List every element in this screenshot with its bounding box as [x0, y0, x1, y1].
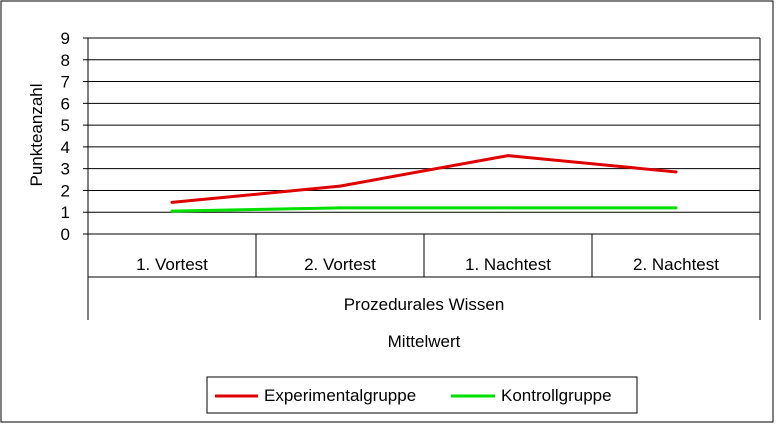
- data-point-experimentalgruppe-2: [338, 184, 342, 188]
- y-tick-label-8: 8: [61, 51, 70, 70]
- category-group-label: Prozedurales Wissen: [344, 295, 505, 314]
- legend: Experimentalgruppe Kontrollgruppe: [206, 376, 638, 414]
- legend-label-kontrollgruppe: Kontrollgruppe: [501, 386, 612, 405]
- y-tick-label-0: 0: [61, 225, 70, 244]
- y-tick-label-2: 2: [61, 181, 70, 200]
- data-point-experimentalgruppe-4: [674, 170, 678, 174]
- y-tick-label-1: 1: [61, 203, 70, 222]
- y-tick-label-9: 9: [61, 29, 70, 48]
- series-line-experimentalgruppe: [171, 154, 677, 204]
- x-tick-label: 1. Vortest: [136, 255, 208, 274]
- y-tick-label-4: 4: [61, 138, 70, 157]
- data-point-kontrollgruppe-4: [674, 206, 678, 210]
- legend-box: [206, 376, 638, 414]
- y-tick-labels: 0 1 2 3 4 5 6 7 8 9: [61, 29, 70, 244]
- series-lines: [170, 154, 678, 213]
- y-tick-label-5: 5: [61, 116, 70, 135]
- data-point-kontrollgruppe-3: [506, 206, 510, 210]
- data-point-experimentalgruppe-3: [506, 154, 510, 158]
- x-tick-labels: 1. Vortest 2. Vortest 1. Nachtest 2. Nachte…: [136, 255, 719, 274]
- x-tick-label: 1. Nachtest: [465, 255, 551, 274]
- y-tick-label-7: 7: [61, 73, 70, 92]
- x-tick-label: 2. Nachtest: [633, 255, 719, 274]
- y-axis-label: Punkteanzahl: [27, 83, 46, 186]
- y-tick-label-3: 3: [61, 160, 70, 179]
- data-point-experimentalgruppe-1: [170, 200, 174, 204]
- series-line-kontrollgruppe: [171, 206, 676, 213]
- category-axis-table: [87, 234, 761, 320]
- x-tick-label: 2. Vortest: [304, 255, 376, 274]
- gridlines: [83, 37, 761, 235]
- legend-label-experimentalgruppe: Experimentalgruppe: [264, 386, 416, 405]
- category-group-2-label: Mittelwert: [388, 332, 461, 351]
- y-tick-label-6: 6: [61, 94, 70, 113]
- data-point-kontrollgruppe-2: [338, 206, 342, 210]
- data-point-kontrollgruppe-1: [170, 209, 174, 213]
